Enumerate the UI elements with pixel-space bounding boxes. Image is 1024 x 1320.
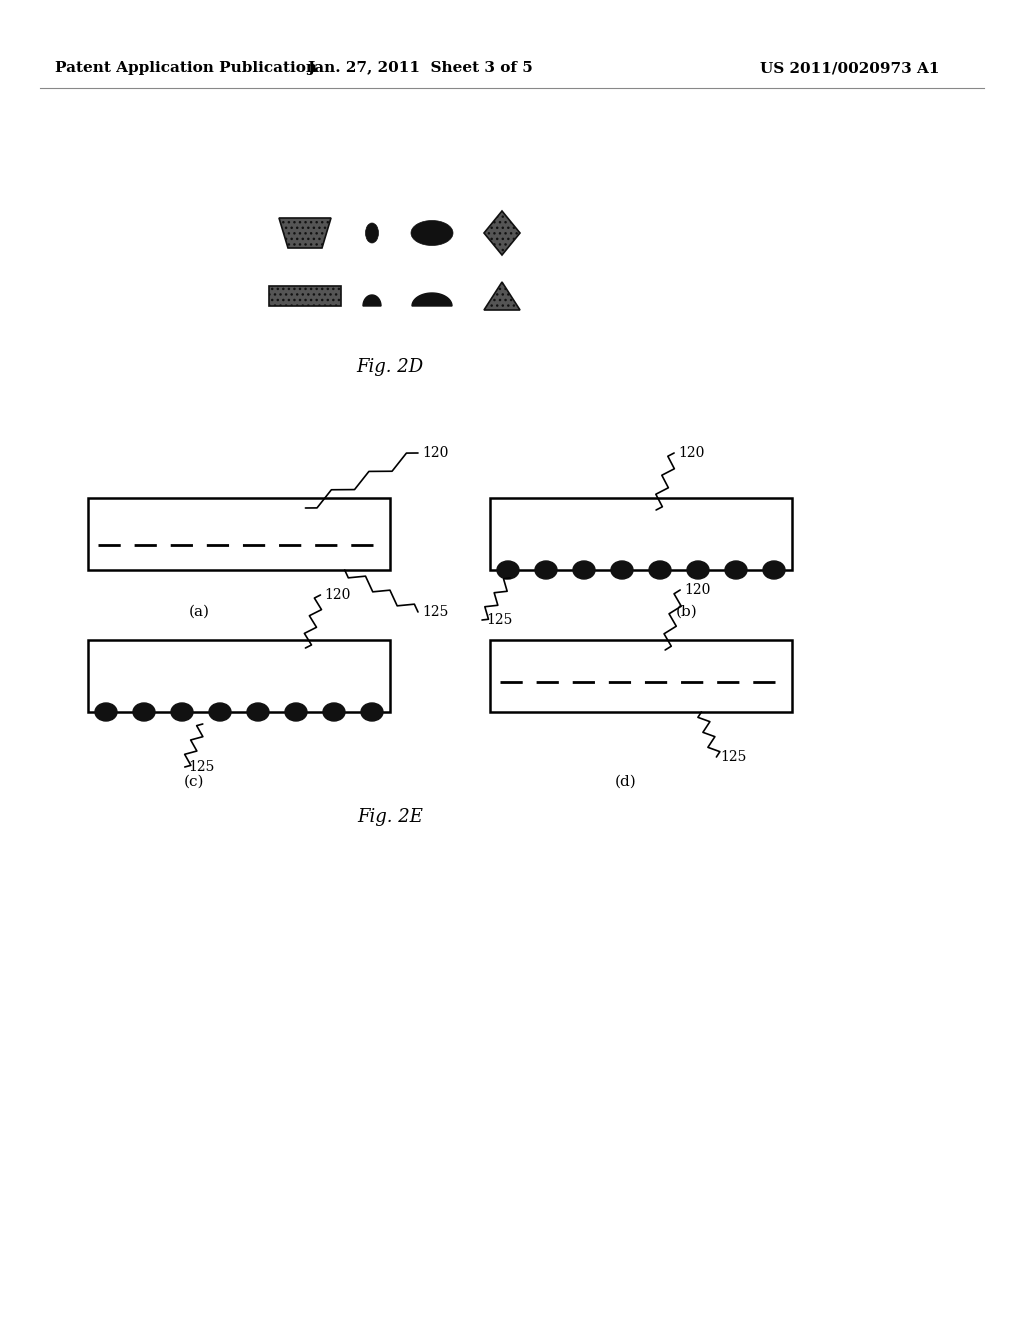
Ellipse shape <box>763 561 785 579</box>
Bar <box>490 640 792 711</box>
Text: (a): (a) <box>189 605 210 619</box>
Ellipse shape <box>611 561 633 579</box>
Ellipse shape <box>649 561 671 579</box>
Ellipse shape <box>535 561 557 579</box>
Ellipse shape <box>361 704 383 721</box>
Bar <box>269 286 341 306</box>
Bar <box>490 498 792 570</box>
Text: (c): (c) <box>183 775 204 789</box>
Polygon shape <box>484 282 520 310</box>
Ellipse shape <box>171 704 193 721</box>
Text: 120: 120 <box>684 583 711 597</box>
Text: Patent Application Publication: Patent Application Publication <box>55 61 317 75</box>
Ellipse shape <box>209 704 231 721</box>
Text: 120: 120 <box>325 587 351 602</box>
Ellipse shape <box>573 561 595 579</box>
Ellipse shape <box>133 704 155 721</box>
Text: Jan. 27, 2011  Sheet 3 of 5: Jan. 27, 2011 Sheet 3 of 5 <box>307 61 532 75</box>
Text: Fig. 2E: Fig. 2E <box>357 808 423 826</box>
Text: 125: 125 <box>721 750 746 764</box>
Text: 120: 120 <box>678 446 705 459</box>
Ellipse shape <box>497 561 519 579</box>
Polygon shape <box>279 218 331 248</box>
Text: 125: 125 <box>486 612 512 627</box>
Text: 120: 120 <box>422 446 449 459</box>
Polygon shape <box>412 293 452 306</box>
Ellipse shape <box>323 704 345 721</box>
Ellipse shape <box>687 561 709 579</box>
Text: (d): (d) <box>615 775 637 789</box>
Text: 125: 125 <box>188 760 215 774</box>
Ellipse shape <box>725 561 746 579</box>
Polygon shape <box>362 294 381 306</box>
Text: (b): (b) <box>676 605 697 619</box>
Ellipse shape <box>247 704 269 721</box>
Ellipse shape <box>411 220 453 246</box>
Text: Fig. 2D: Fig. 2D <box>356 358 424 376</box>
Polygon shape <box>484 211 520 255</box>
Text: 125: 125 <box>422 605 449 619</box>
Bar <box>88 498 390 570</box>
Ellipse shape <box>285 704 307 721</box>
Ellipse shape <box>366 223 379 243</box>
Bar <box>88 640 390 711</box>
Ellipse shape <box>95 704 117 721</box>
Text: US 2011/0020973 A1: US 2011/0020973 A1 <box>760 61 939 75</box>
